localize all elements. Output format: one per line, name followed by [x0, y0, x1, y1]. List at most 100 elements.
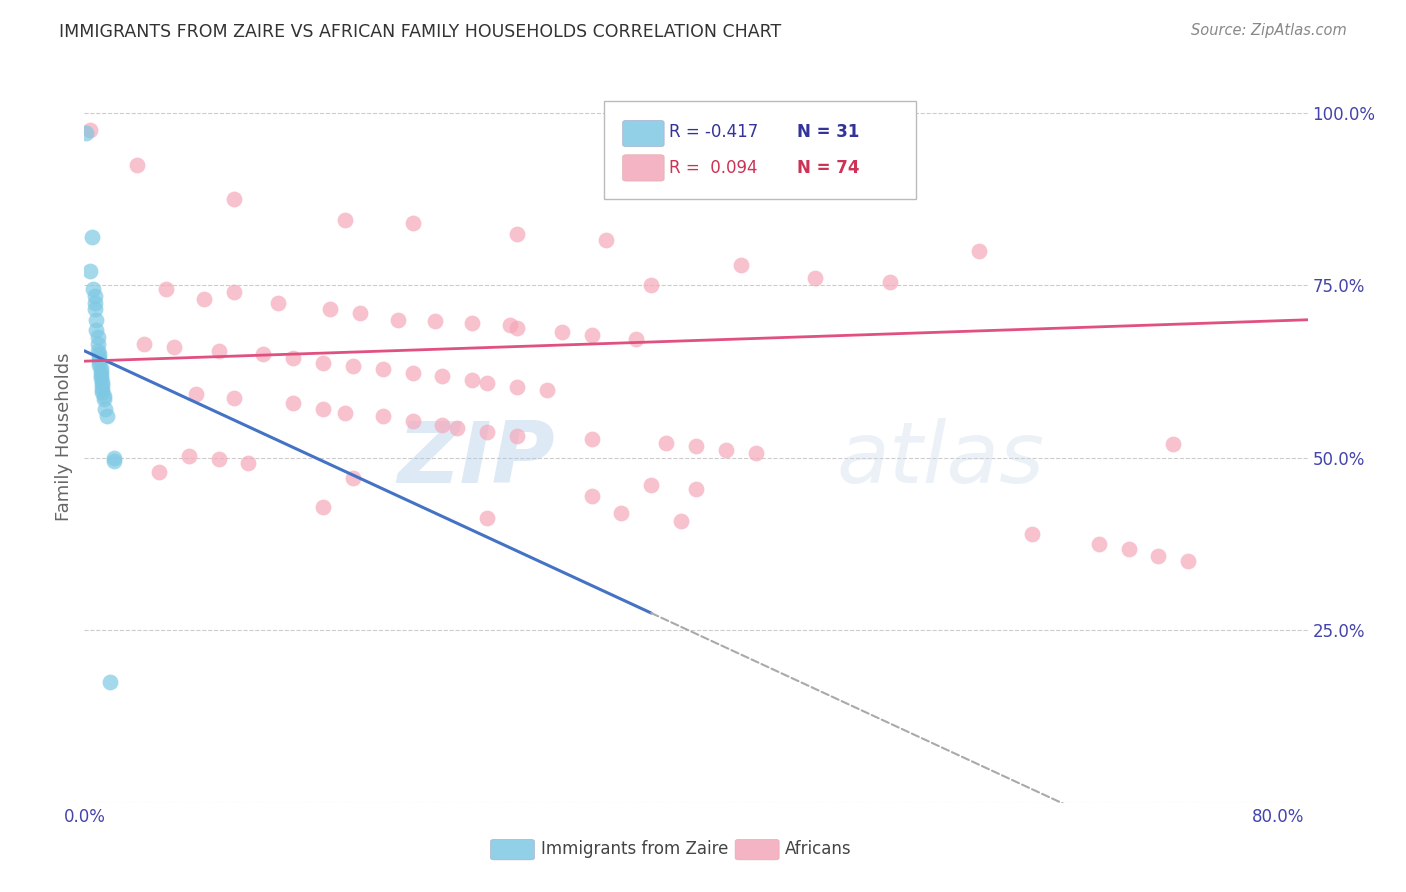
Point [89, 347, 111, 361]
Text: N = 31: N = 31 [797, 123, 860, 141]
Point [685, 482, 707, 496]
Point [342, 359, 364, 373]
Point [432, 369, 454, 384]
Point [371, 409, 394, 424]
Text: R = -0.417: R = -0.417 [669, 123, 758, 141]
Text: R =  0.094: R = 0.094 [669, 159, 758, 177]
Point [423, 314, 446, 328]
Point [551, 325, 574, 339]
Point [319, 302, 342, 317]
Y-axis label: Family Households: Family Households [55, 353, 73, 521]
FancyBboxPatch shape [623, 154, 664, 181]
Point [475, 511, 498, 525]
Point [79, 264, 101, 278]
Point [1177, 554, 1199, 568]
Point [238, 456, 260, 470]
Point [581, 328, 603, 343]
Point [349, 306, 371, 320]
Point [91, 375, 114, 389]
Text: IMMIGRANTS FROM ZAIRE VS AFRICAN FAMILY HOUSEHOLDS CORRELATION CHART: IMMIGRANTS FROM ZAIRE VS AFRICAN FAMILY … [59, 23, 782, 41]
Point [103, 450, 125, 465]
Point [90, 365, 112, 379]
Point [335, 406, 357, 420]
Point [91, 382, 114, 396]
Point [222, 192, 245, 206]
Point [387, 312, 409, 326]
Point [89, 358, 111, 372]
Point [207, 343, 229, 358]
FancyBboxPatch shape [623, 120, 664, 146]
Point [91, 385, 114, 400]
Point [655, 435, 678, 450]
Text: Source: ZipAtlas.com: Source: ZipAtlas.com [1191, 23, 1347, 38]
Point [83, 302, 105, 317]
Point [446, 421, 468, 435]
Point [83, 288, 105, 302]
Point [283, 395, 305, 409]
Point [685, 439, 707, 453]
Text: ZIP: ZIP [398, 417, 555, 500]
Point [312, 500, 335, 515]
Point [267, 295, 290, 310]
Point [84, 323, 107, 337]
Point [879, 275, 901, 289]
Point [91, 378, 114, 392]
Point [96, 409, 118, 424]
Point [506, 227, 529, 241]
Point [744, 446, 766, 460]
Point [89, 354, 111, 368]
FancyBboxPatch shape [491, 839, 534, 860]
Point [75, 127, 97, 141]
Point [177, 449, 200, 463]
Point [640, 278, 662, 293]
Point [186, 387, 208, 401]
Text: N = 74: N = 74 [797, 159, 860, 177]
Point [252, 347, 274, 361]
Point [193, 292, 215, 306]
Point [312, 355, 335, 369]
Point [401, 366, 423, 380]
Point [1163, 437, 1185, 451]
Point [90, 368, 112, 382]
Point [498, 318, 520, 333]
Point [626, 332, 648, 346]
Point [83, 295, 105, 310]
Point [401, 216, 423, 230]
Point [148, 465, 170, 479]
Point [90, 361, 112, 376]
Point [461, 374, 484, 388]
FancyBboxPatch shape [735, 839, 779, 860]
Point [335, 212, 357, 227]
Point [342, 471, 364, 485]
Point [98, 675, 121, 690]
Point [84, 312, 107, 326]
Point [283, 351, 305, 365]
Point [312, 402, 335, 417]
Point [80, 230, 103, 244]
Point [714, 442, 737, 457]
Point [581, 432, 603, 446]
Point [969, 244, 991, 258]
Point [125, 157, 148, 171]
Point [155, 282, 177, 296]
Point [79, 123, 101, 137]
Point [475, 425, 498, 440]
Point [93, 392, 115, 406]
Point [536, 383, 558, 397]
Point [207, 452, 229, 467]
Point [506, 321, 529, 335]
Point [506, 428, 529, 442]
Point [1147, 549, 1170, 563]
Point [371, 362, 394, 376]
Point [87, 330, 110, 344]
Point [89, 351, 111, 365]
Point [103, 454, 125, 468]
Point [610, 506, 633, 520]
Point [163, 340, 186, 354]
Point [87, 337, 110, 351]
Point [87, 343, 110, 358]
Point [1021, 526, 1043, 541]
Text: Africans: Africans [786, 840, 852, 858]
Point [93, 389, 115, 403]
Point [94, 402, 117, 417]
